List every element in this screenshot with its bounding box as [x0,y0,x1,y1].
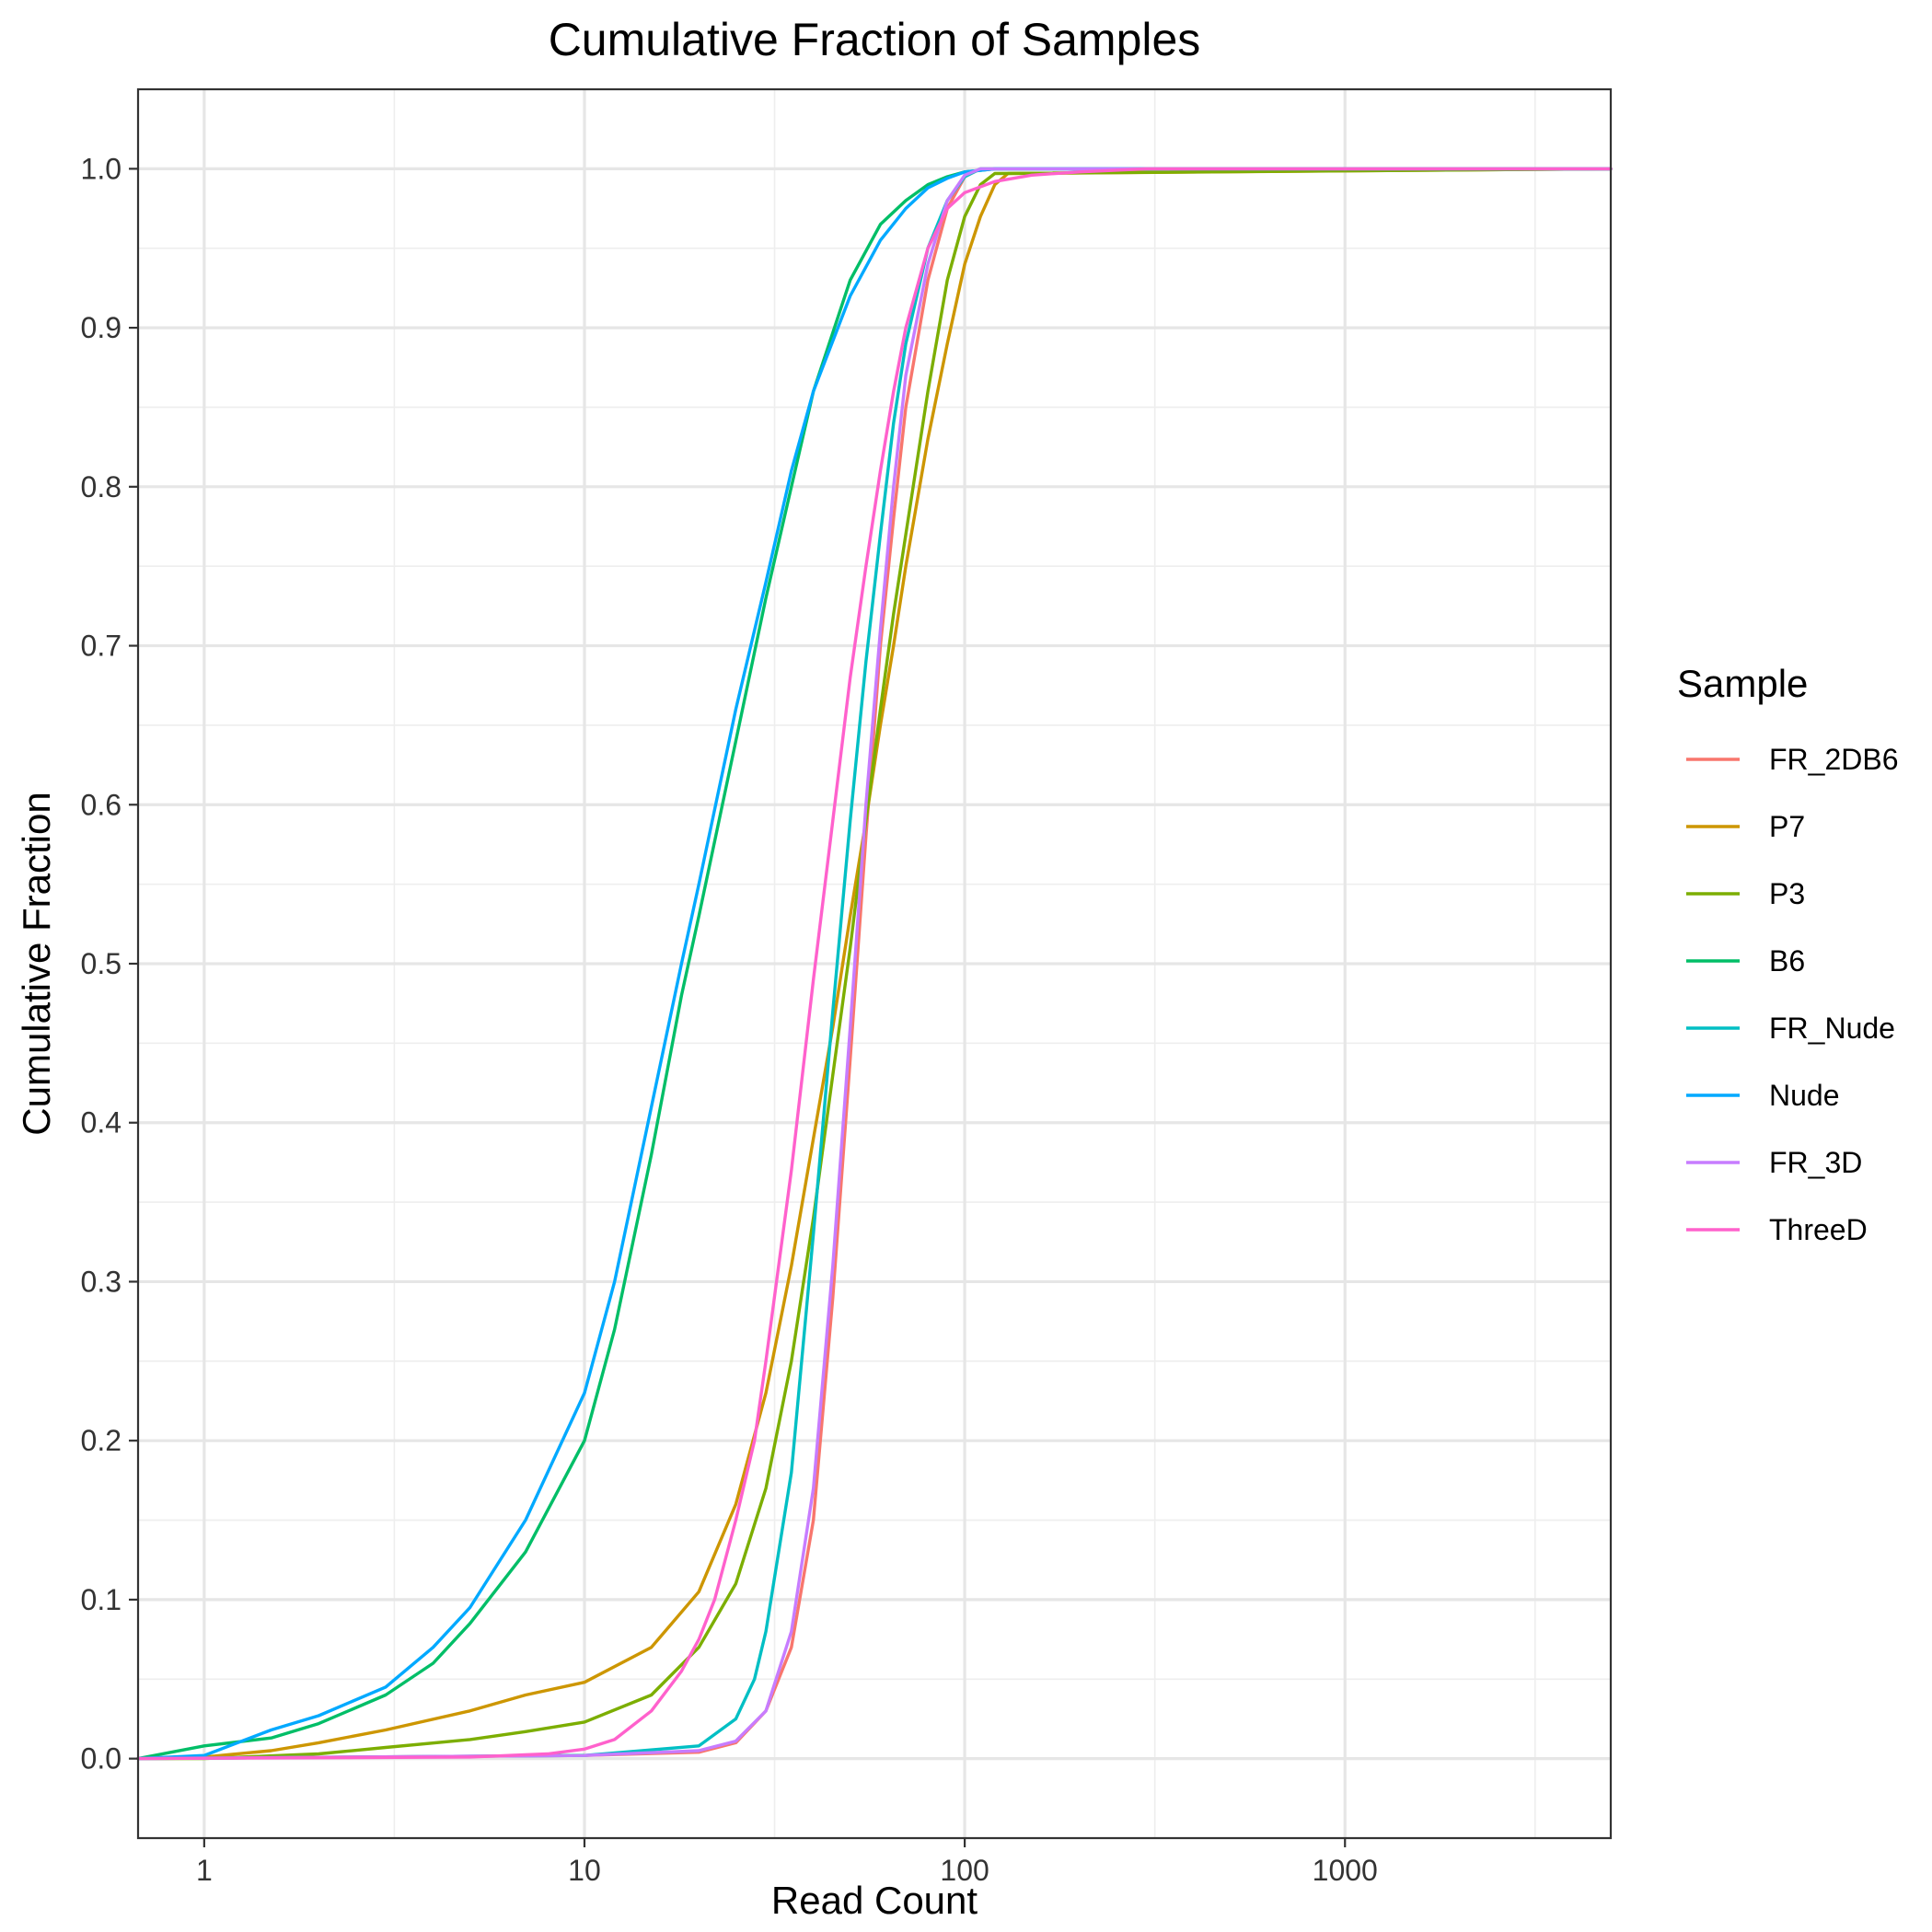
legend: Sample FR_2DB6 P7 P3 B6 FR_Nude Nude FR_3D Thre… [1677,662,1899,1246]
x-tick-label: 100 [940,1854,989,1887]
series-line-P7 [136,167,1613,1761]
y-tick-label: 0.4 [81,1106,121,1140]
x-tick-label: 1 [196,1854,213,1887]
legend-label-ThreeD: ThreeD [1769,1213,1868,1246]
x-axis: 1 10 100 1000 [196,1838,1378,1887]
y-tick-label: 1.0 [81,152,121,185]
legend-label-B6: B6 [1769,944,1805,978]
series-lines [136,167,1613,1761]
legend-label-FR_2DB6: FR_2DB6 [1769,743,1899,776]
y-tick-label: 0.8 [81,470,121,503]
y-tick-label: 0.7 [81,630,121,663]
y-tick-label: 0.2 [81,1424,121,1457]
y-tick-label: 0.3 [81,1265,121,1298]
series-line-FR_2DB6 [136,167,1613,1761]
grid-lines [138,89,1611,1838]
legend-title: Sample [1677,662,1808,705]
y-tick-label: 0.5 [81,947,121,980]
y-axis-title: Cumulative Fraction [15,792,58,1135]
y-tick-label: 0.0 [81,1742,121,1776]
series-line-FR_3D [136,167,1613,1761]
series-line-ThreeD [136,167,1613,1761]
y-tick-label: 0.9 [81,311,121,344]
legend-label-FR_3D: FR_3D [1769,1146,1862,1179]
series-line-Nude [136,167,1613,1761]
y-tick-label: 0.1 [81,1583,121,1616]
series-line-B6 [136,167,1613,1761]
legend-label-Nude: Nude [1769,1079,1840,1112]
legend-label-FR_Nude: FR_Nude [1769,1012,1895,1045]
chart-title: Cumulative Fraction of Samples [549,14,1201,65]
x-axis-title: Read Count [771,1879,978,1922]
legend-label-P3: P3 [1769,877,1805,910]
x-tick-label: 10 [568,1854,601,1887]
legend-label-P7: P7 [1769,810,1805,843]
y-tick-label: 0.6 [81,788,121,821]
x-tick-label: 1000 [1313,1854,1378,1887]
y-axis: 0.0 0.1 0.2 0.3 0.4 0.5 0.6 0.7 0.8 0.9 1.0 [81,152,138,1776]
